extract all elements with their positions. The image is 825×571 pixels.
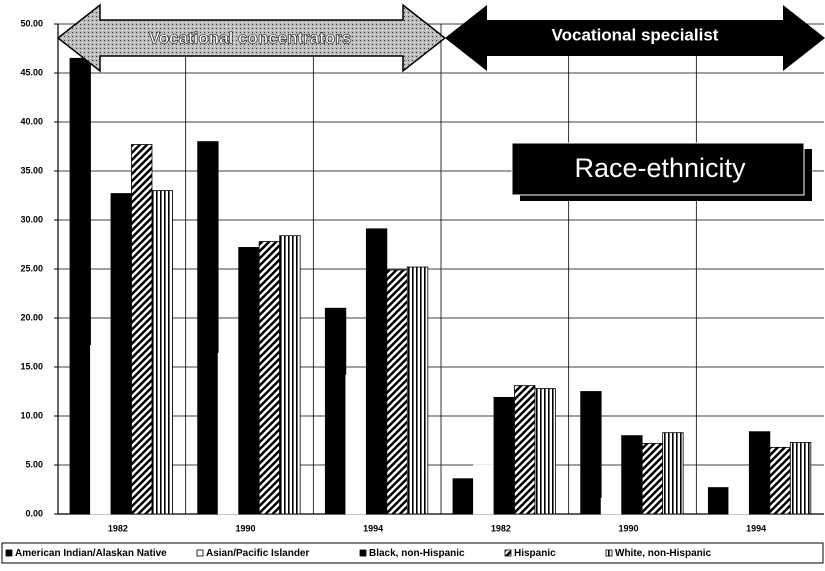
y-tick-label: 5.00 (25, 459, 43, 469)
bar (131, 144, 153, 515)
annotation: Vocational concentrators (149, 28, 352, 47)
bar (641, 443, 664, 515)
bar (707, 487, 730, 515)
y-tick-label: 45.00 (20, 67, 43, 77)
x-tick-label: 1994 (363, 523, 383, 533)
y-tick-label: 25.00 (20, 263, 43, 273)
x-tick-label: 1982 (108, 523, 128, 533)
bar (365, 228, 388, 515)
legend-swatch (196, 549, 204, 557)
legend-swatch (605, 549, 613, 557)
legend-label: White, non-Hispanic (615, 548, 712, 559)
bar (151, 190, 173, 515)
bar (789, 442, 812, 515)
legend-swatch (504, 549, 512, 557)
x-tick-label: 1994 (746, 523, 766, 533)
bar (90, 345, 112, 515)
bar (217, 352, 240, 515)
bar (493, 396, 515, 515)
legend-swatch (359, 549, 367, 557)
arrow-right (445, 5, 825, 71)
y-tick-label: 40.00 (20, 116, 43, 126)
y-tick-label: 0.00 (25, 508, 43, 518)
label-box (511, 142, 805, 196)
y-tick-label: 20.00 (20, 312, 43, 322)
legend-items: American Indian/Alaskan Native Asian/Paci… (5, 548, 712, 559)
legend-label: Black, non-Hispanic (369, 548, 465, 559)
bar (406, 266, 429, 515)
legend (1, 542, 824, 564)
bar (473, 464, 495, 515)
bar (110, 193, 132, 515)
bar (769, 446, 791, 515)
bar (580, 391, 602, 515)
annotation: Race-ethnicity (574, 153, 746, 183)
y-tick-label: 30.00 (20, 214, 43, 224)
x-tick-label: 1990 (235, 523, 255, 533)
bar (514, 385, 536, 515)
bar (386, 269, 408, 515)
bar (621, 435, 643, 515)
y-tick-label: 15.00 (20, 361, 43, 371)
bar (662, 432, 684, 515)
bar (258, 241, 281, 515)
bar (600, 497, 623, 515)
y-tick-label: 10.00 (20, 410, 43, 420)
bar (345, 374, 367, 515)
annotation: Vocational specialist (552, 25, 719, 44)
legend-label: Asian/Pacific Islander (206, 548, 309, 559)
bar (534, 388, 556, 515)
bar (324, 307, 347, 515)
bar (279, 235, 301, 515)
bars (69, 57, 812, 515)
bar (748, 431, 771, 515)
y-tick-label: 35.00 (20, 165, 43, 175)
legend-label: American Indian/Alaskan Native (15, 548, 167, 559)
x-tick-label: 1982 (491, 523, 511, 533)
bar (197, 141, 219, 515)
bar (69, 57, 91, 515)
legend-swatch (5, 549, 13, 557)
bar (452, 478, 474, 515)
bar (238, 247, 260, 515)
legend-label: Hispanic (514, 548, 556, 559)
bar (728, 473, 750, 515)
x-tick-label: 1990 (618, 523, 638, 533)
y-tick-label: 50.00 (20, 18, 43, 28)
